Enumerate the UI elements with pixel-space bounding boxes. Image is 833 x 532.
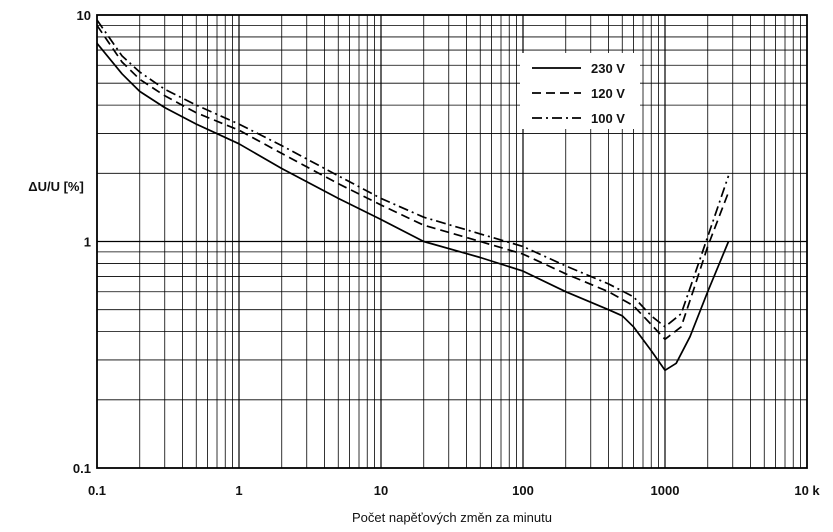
x-tick-label: 1000 — [651, 483, 680, 498]
x-tick-label: 10 — [374, 483, 388, 498]
y-tick-label: 0.1 — [73, 461, 91, 476]
legend-label: 120 V — [591, 86, 625, 101]
legend-label: 230 V — [591, 61, 625, 76]
series-line-100v — [96, 19, 730, 328]
y-tick-label: 1 — [84, 235, 91, 250]
plot-frame — [96, 14, 808, 469]
x-axis-label: Počet napěťových změn za minutu — [352, 510, 552, 525]
tick-labels: 0.1 1 10 100 1000 10 k 10 1 0.1 — [73, 8, 820, 498]
y-axis-label: ΔU/U [%] — [28, 179, 84, 194]
series-line-120v — [96, 24, 730, 341]
x-tick-label: 100 — [512, 483, 534, 498]
legend-box — [520, 53, 640, 129]
grid — [97, 15, 807, 468]
x-tick-label: 10 k — [794, 483, 820, 498]
x-tick-label: 1 — [235, 483, 242, 498]
x-tick-label: 0.1 — [88, 483, 106, 498]
series-group — [96, 19, 730, 372]
legend: 230 V 120 V 100 V — [532, 61, 625, 126]
legend-label: 100 V — [591, 111, 625, 126]
series-line-230v — [96, 42, 730, 372]
y-tick-label: 10 — [77, 8, 91, 23]
